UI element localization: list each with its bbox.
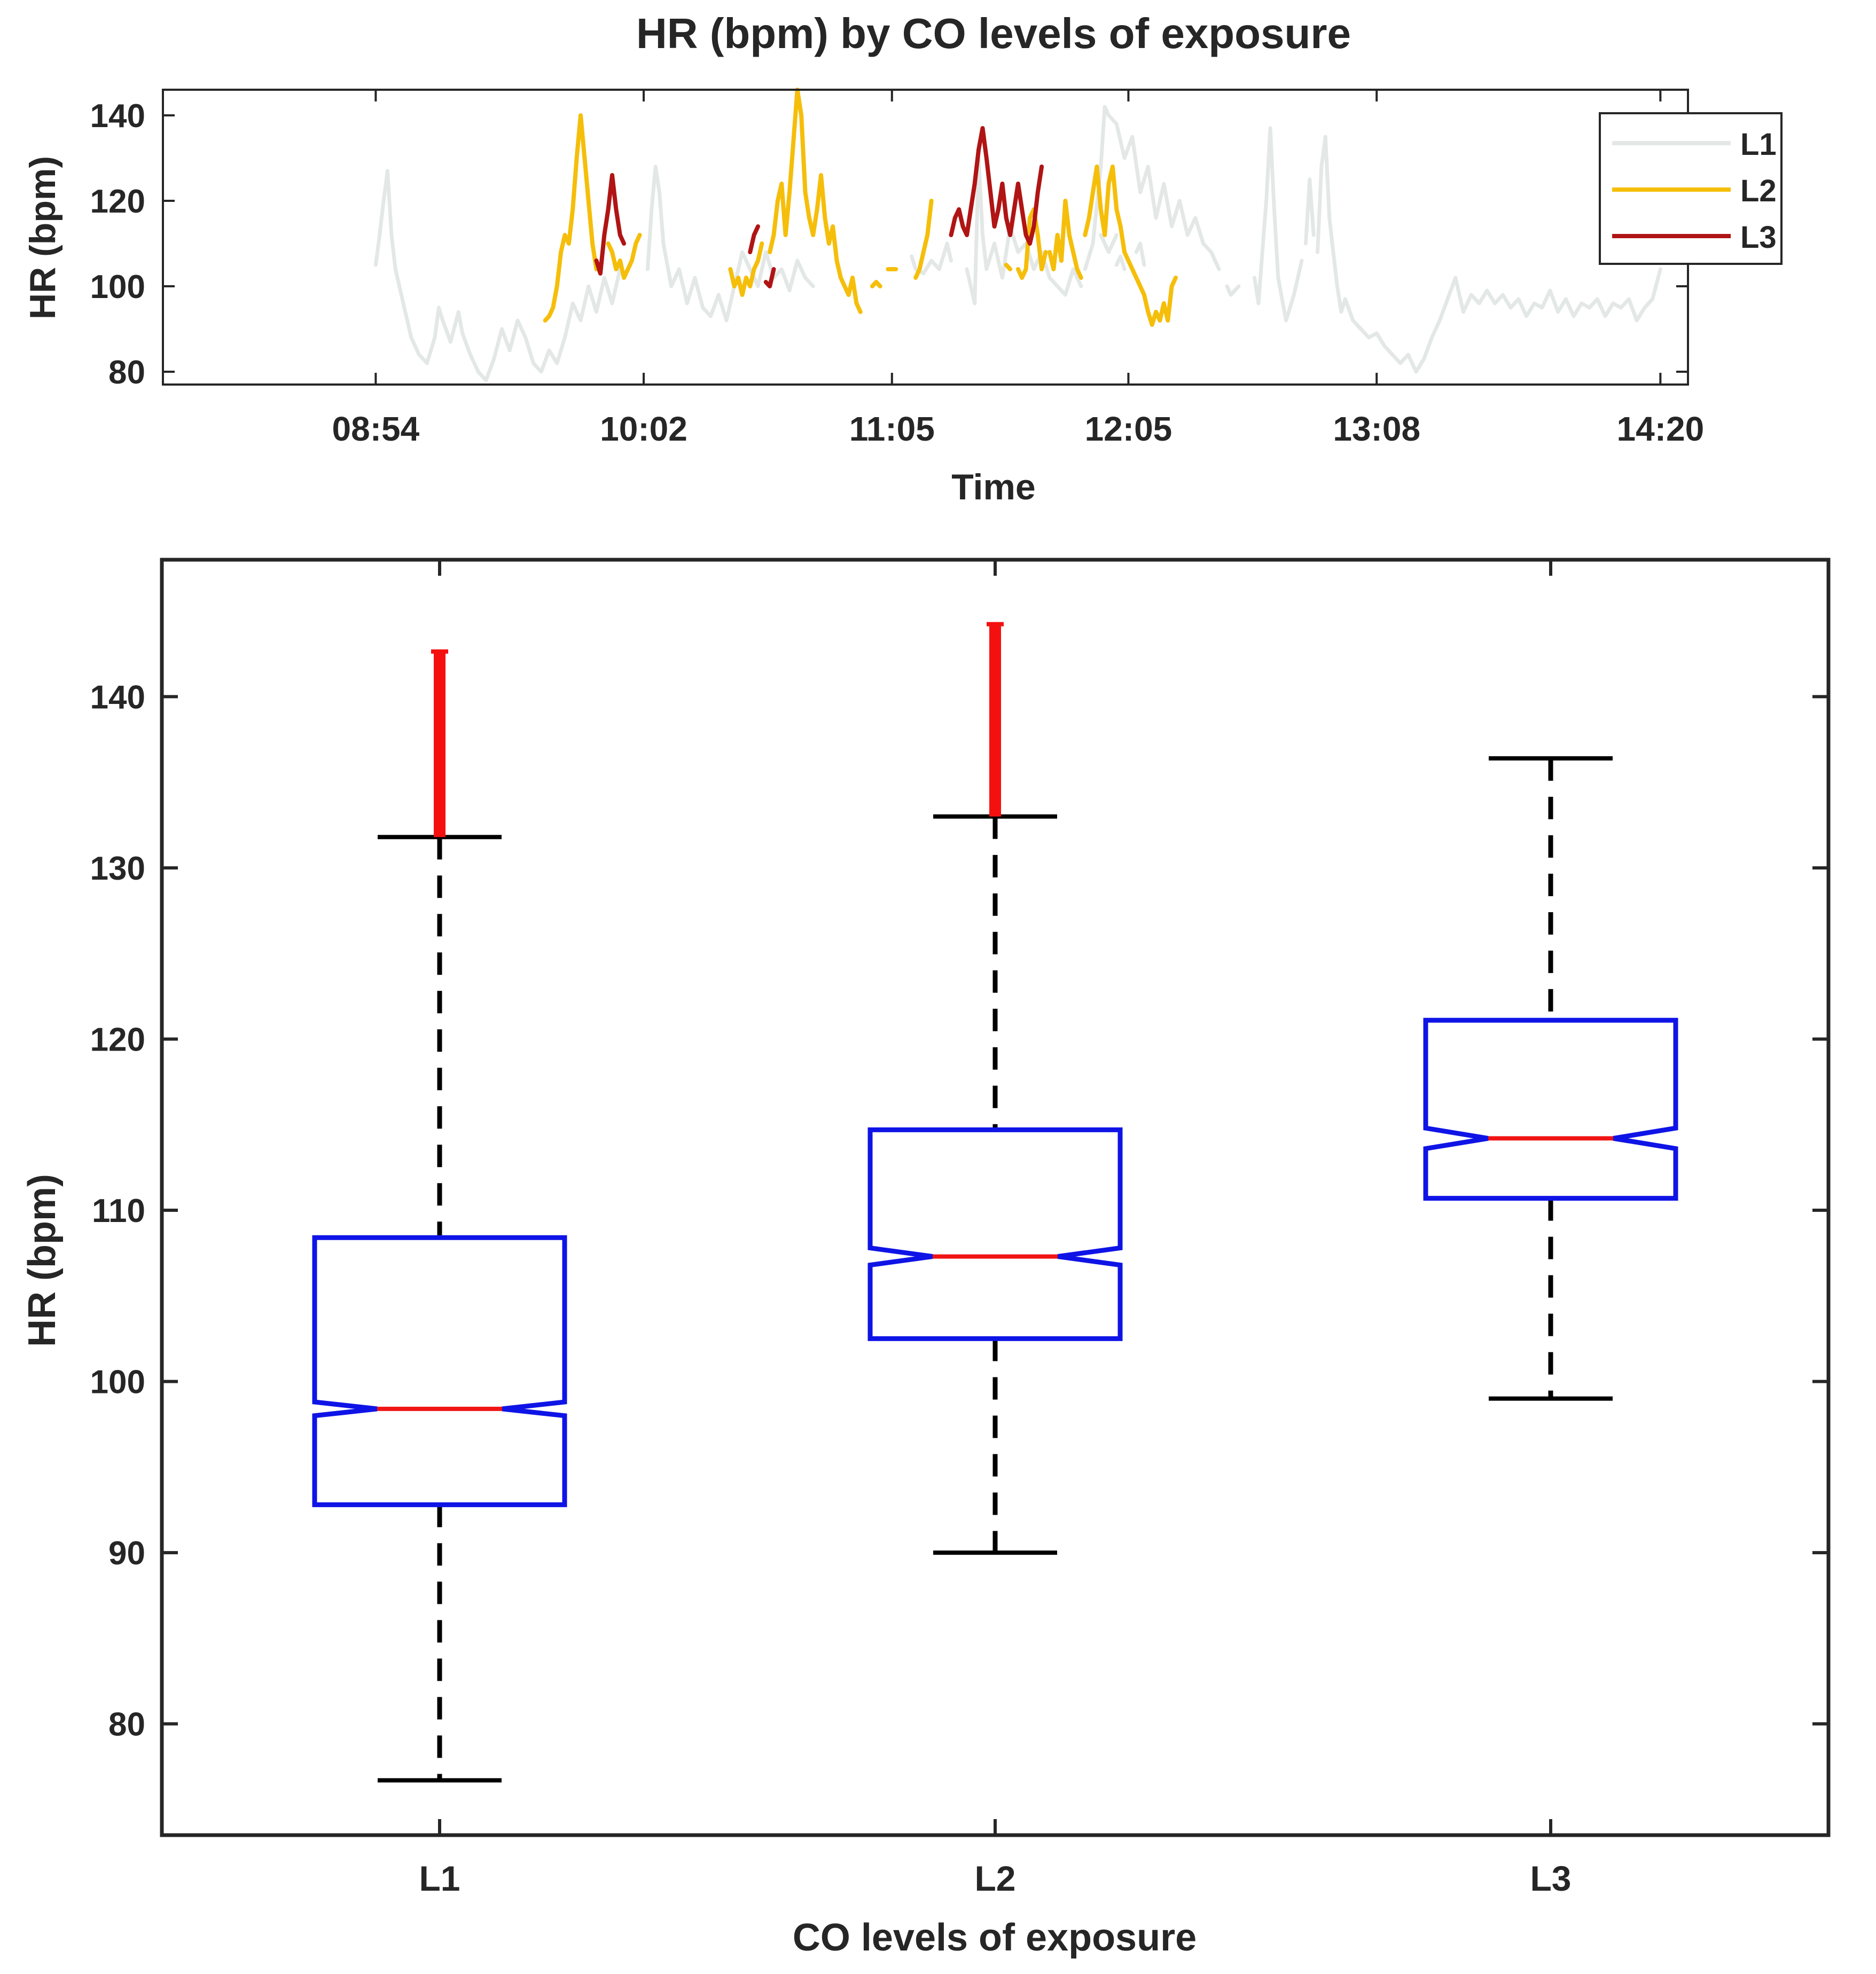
series-l2-segment — [1004, 263, 1013, 271]
chart-title: HR (bpm) by CO levels of exposure — [636, 10, 1351, 57]
outlier-points — [989, 623, 1001, 817]
box-body — [867, 1127, 1123, 1341]
timeseries-x-tick-label: 13:08 — [1333, 410, 1420, 448]
boxplot-y-tick-label: 120 — [90, 1022, 145, 1059]
series-l1-segment — [1114, 254, 1127, 271]
boxplot-y-tick-label: 110 — [92, 1193, 145, 1229]
series-l3-segment — [594, 173, 627, 276]
boxplot-x-tick-label: L1 — [419, 1859, 460, 1898]
legend-label-l2: L2 — [1740, 174, 1777, 208]
series-l3-segment — [748, 224, 760, 254]
series-l2-segment — [1015, 207, 1048, 280]
timeseries-x-tick-label: 10:02 — [600, 410, 687, 448]
series-l3-segment — [949, 126, 1044, 246]
boxplot-y-tick-label: 80 — [108, 1706, 145, 1743]
series-l2-segment — [768, 88, 863, 314]
timeseries-y-tick-label: 80 — [108, 354, 145, 391]
boxplot-chart: 80 90 100 110 120 130 140 L1 L2 L3 CO levels of … — [21, 558, 1831, 1959]
timeseries-y-label: HR (bpm) — [22, 156, 63, 319]
series-l2-segment — [913, 199, 934, 280]
series-l1-segment — [910, 241, 953, 276]
box-body — [1423, 1017, 1678, 1201]
box-l3 — [1423, 756, 1678, 1401]
series-l2 — [543, 88, 1178, 327]
timeseries-y-tick-labels: 80 100 120 140 — [90, 98, 145, 391]
boxplot-axes-box — [160, 558, 1831, 1837]
timeseries-x-tick-labels: 08:54 10:02 11:05 12:05 13:08 14:20 — [332, 410, 1705, 448]
series-l2-segment — [1047, 199, 1083, 280]
series-l1-segment — [1083, 105, 1221, 271]
legend: L1 L2 L3 — [1599, 112, 1783, 265]
series-l1-segment — [1253, 126, 1304, 323]
boxplot-x-tick-labels: L1 L2 L3 — [419, 1859, 1571, 1898]
timeseries-x-tick-label: 11:05 — [849, 410, 935, 448]
boxplot-y-tick-label: 90 — [108, 1535, 145, 1572]
series-l2-segment — [728, 241, 764, 297]
series-l1-segment — [1316, 135, 1662, 374]
boxplot-y-tick-label: 140 — [90, 679, 145, 716]
series-l3-segment — [763, 267, 776, 288]
series-l1-segment — [1303, 177, 1316, 246]
box-body — [312, 1235, 567, 1507]
timeseries-lines — [373, 88, 1662, 382]
series-l2-segment — [606, 233, 642, 280]
boxplot-x-tick-label: L2 — [974, 1859, 1015, 1898]
timeseries-x-label: Time — [951, 467, 1035, 507]
series-l1-segment — [645, 164, 815, 323]
boxplot-y-label: HR (bpm) — [21, 1174, 64, 1347]
series-l1-segment — [965, 156, 1083, 306]
timeseries-y-tick-label: 140 — [90, 98, 145, 135]
series-l1-segment — [373, 169, 622, 382]
series-l3 — [594, 126, 1044, 288]
timeseries-y-tick-label: 120 — [90, 183, 145, 220]
timeseries-y-tick-label: 100 — [90, 269, 145, 306]
boxplot-ticks — [162, 560, 1828, 1835]
boxplot-x-tick-label: L3 — [1530, 1859, 1571, 1898]
series-l2-segment — [543, 113, 599, 323]
outlier-points — [434, 650, 445, 837]
boxplot-y-tick-labels: 80 90 100 110 120 130 140 — [90, 679, 145, 1743]
legend-label-l3: L3 — [1740, 220, 1777, 255]
timeseries-chart: HR (bpm) by CO levels of exposure 08:54 1… — [22, 10, 1783, 507]
series-l1 — [373, 105, 1662, 382]
timeseries-x-tick-label: 14:20 — [1617, 410, 1705, 448]
boxplot-y-tick-label: 130 — [90, 850, 145, 887]
legend-label-l1: L1 — [1740, 127, 1777, 162]
series-l1-segment — [1134, 241, 1146, 267]
timeseries-x-tick-label: 12:05 — [1085, 410, 1172, 448]
timeseries-x-tick-label: 08:54 — [332, 410, 420, 448]
boxplot-y-tick-label: 100 — [90, 1364, 145, 1401]
series-l1-segment — [1099, 233, 1119, 254]
series-l1-segment — [1225, 284, 1241, 297]
series-l2-segment — [870, 280, 882, 288]
boxplot-x-label: CO levels of exposure — [793, 1916, 1197, 1959]
box-l1 — [312, 649, 567, 1783]
box-l2 — [867, 622, 1123, 1555]
series-l2-segment — [1083, 164, 1178, 327]
boxplot-boxes — [312, 622, 1678, 1783]
